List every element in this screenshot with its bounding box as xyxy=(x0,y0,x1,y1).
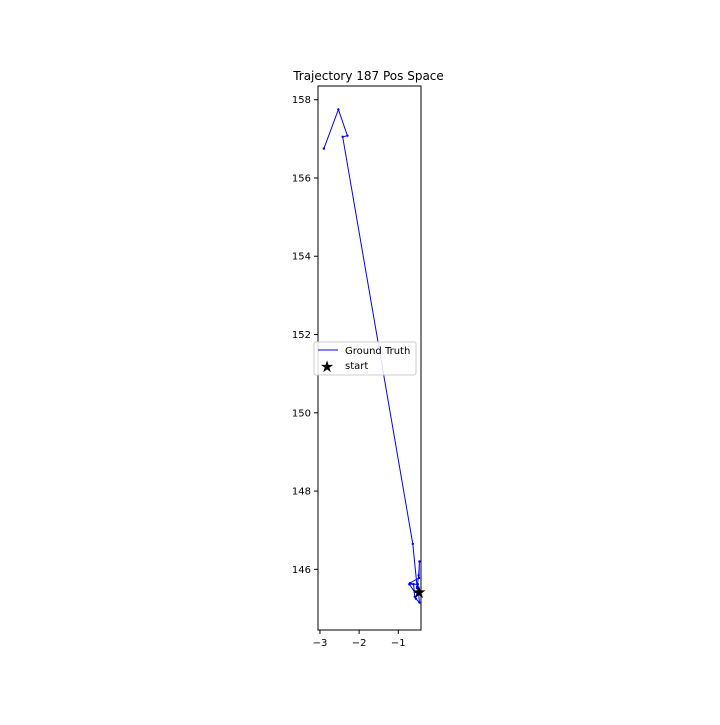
ground-truth-point xyxy=(413,590,416,594)
legend-label-ground-truth: Ground Truth xyxy=(345,346,410,357)
y-tick-label: 148 xyxy=(292,487,311,498)
ground-truth-point xyxy=(414,597,418,600)
ground-truth-point xyxy=(418,560,421,563)
ground-truth-point xyxy=(413,595,416,598)
legend-box xyxy=(313,341,417,376)
x-tick-label: −1 xyxy=(391,638,406,649)
legend-star-icon: ★ xyxy=(320,357,334,376)
ground-truth-point xyxy=(412,583,415,586)
ground-truth-point xyxy=(411,542,414,546)
x-tick-label: −2 xyxy=(352,638,367,649)
y-tick-label: 150 xyxy=(292,408,311,419)
legend: Ground Truth ★ start xyxy=(313,341,417,376)
ground-truth-point xyxy=(415,585,419,589)
ground-truth-point xyxy=(408,581,412,585)
ground-truth-line xyxy=(323,108,421,605)
y-tick-label: 156 xyxy=(292,173,311,184)
ground-truth-point xyxy=(346,134,349,137)
ground-truth-point xyxy=(418,601,421,604)
y-tick-label: 146 xyxy=(292,565,311,576)
ground-truth-point xyxy=(417,574,420,577)
legend-label-start: start xyxy=(345,361,368,372)
y-tick-label: 154 xyxy=(292,252,311,263)
ground-truth-point xyxy=(322,147,326,150)
ground-truth-point xyxy=(417,576,421,580)
ground-truth-point xyxy=(418,592,422,595)
y-tick-label: 158 xyxy=(292,95,311,106)
x-tick-label: −3 xyxy=(313,638,328,649)
y-tick-label: 152 xyxy=(292,330,311,341)
ground-truth-point xyxy=(416,583,420,586)
ground-truth-point xyxy=(341,135,344,139)
start-marker-star-icon: ★ xyxy=(411,583,426,603)
chart-title: Trajectory 187 Pos Space xyxy=(292,69,444,83)
ground-truth-point xyxy=(337,108,340,111)
